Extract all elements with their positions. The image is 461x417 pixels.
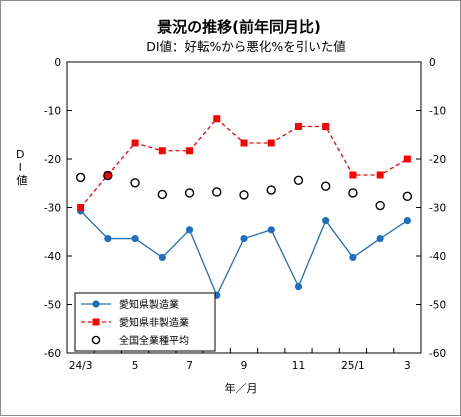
data-point-series-3 (239, 190, 249, 200)
y-tick-label-left: -10 (44, 106, 61, 118)
data-point-series-2 (77, 204, 85, 211)
chart-subtitle: DI値：好転%から悪化%を引いた値 (146, 39, 346, 54)
x-tick-label: 24/3 (69, 360, 93, 372)
data-point-series-3 (130, 178, 140, 188)
chart-title: 景況の推移(前年同月比) (157, 18, 321, 36)
legend-label-3: 全国全業種平均 (119, 334, 189, 347)
legend-marker-1 (92, 300, 100, 308)
y-tick-label-left: 0 (54, 57, 61, 69)
data-point-series-3 (157, 189, 168, 200)
data-point-series-2 (349, 171, 357, 179)
x-tick-label: 11 (292, 360, 305, 372)
x-tick-label: 25/1 (341, 360, 365, 372)
data-point-series-3 (320, 181, 331, 191)
data-point-series-3 (212, 187, 222, 197)
data-point-series-2 (158, 147, 166, 155)
legend-label-2: 愛知県非製造業 (119, 316, 189, 329)
data-point-series-3 (348, 188, 358, 198)
y-axis-right: 0 -10 -20 -30 -40 -50 -60 (416, 57, 446, 360)
y-tick-label-right: -50 (429, 300, 446, 312)
y-tick-label-right: -10 (429, 106, 446, 118)
x-tick-label: 5 (132, 360, 139, 372)
y-tick-label-right: -40 (429, 251, 446, 263)
x-tick-label: 3 (404, 360, 411, 372)
y-axis-left: 0 -10 -20 -30 -40 -50 -60 (44, 57, 72, 360)
data-point-series-2 (322, 123, 330, 131)
data-point-series-1 (240, 234, 248, 243)
data-point-series-3 (375, 200, 385, 211)
series-line-2 (80, 117, 408, 208)
data-point-series-1 (131, 234, 139, 243)
data-point-series-1 (185, 226, 194, 234)
data-point-series-2 (403, 155, 411, 163)
data-point-series-1 (376, 234, 384, 243)
data-point-series-3 (293, 175, 304, 186)
y-tick-label-left: -20 (44, 154, 61, 166)
data-point-series-2 (131, 139, 139, 147)
y-axis-title: D I 値 (16, 148, 28, 187)
y-tick-label-left: -60 (44, 348, 61, 360)
data-point-series-1 (322, 216, 330, 225)
data-point-series-2 (186, 147, 194, 155)
data-point-series-1 (267, 226, 275, 234)
legend-label-1: 愛知県製造業 (119, 298, 179, 311)
data-point-series-1 (294, 282, 303, 291)
data-point-series-2 (240, 139, 248, 147)
y-tick-label-right: 0 (429, 57, 436, 69)
legend-marker-3 (91, 335, 101, 345)
y-tick-label-right: -20 (429, 154, 446, 166)
x-axis-title: 年／月 (225, 381, 258, 395)
data-point-series-1 (158, 253, 166, 262)
series-layer (75, 115, 413, 299)
data-point-series-1 (104, 234, 112, 243)
data-point-series-1 (403, 216, 411, 225)
x-axis: 24/3 5 7 9 11 25/1 3 (69, 348, 411, 372)
data-point-series-2 (376, 171, 384, 179)
data-point-series-3 (103, 170, 113, 181)
x-tick-label: 9 (241, 360, 248, 372)
data-point-series-3 (402, 191, 413, 202)
y-tick-label-left: -40 (44, 251, 61, 263)
x-tick-label: 7 (186, 360, 193, 372)
legend-marker-2 (92, 318, 100, 326)
data-point-series-2 (294, 123, 302, 131)
data-point-series-2 (104, 171, 112, 179)
y-tick-label-right: -60 (429, 348, 446, 360)
data-point-series-1 (349, 253, 357, 262)
data-point-series-3 (75, 172, 86, 183)
data-point-series-3 (184, 188, 195, 198)
data-point-series-3 (266, 185, 276, 195)
series-line-1 (80, 210, 408, 297)
y-tick-label-left: -50 (44, 300, 61, 312)
data-point-series-2 (267, 139, 275, 147)
y-tick-label-right: -30 (429, 203, 446, 215)
y-tick-label-left: -30 (44, 203, 61, 215)
data-point-series-2 (213, 115, 221, 123)
